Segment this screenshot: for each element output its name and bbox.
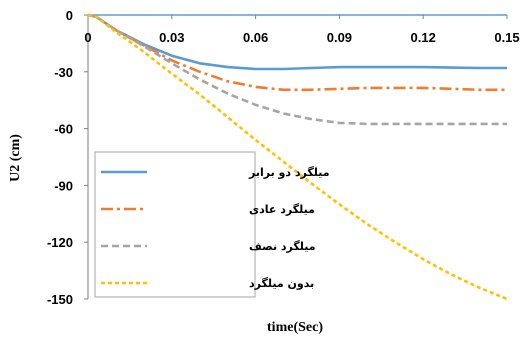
x-tick-label: 0.06 xyxy=(243,30,268,45)
series-line-4 xyxy=(87,13,508,301)
x-axis-label: time(Sec) xyxy=(267,320,323,335)
y-axis-label: U2 (cm) xyxy=(8,134,23,182)
x-tick-label: 0.15 xyxy=(494,30,519,45)
legend-box xyxy=(94,151,256,298)
legend-label: میلگرد نصف xyxy=(249,240,316,253)
x-tick-label: 0.03 xyxy=(159,30,184,45)
legend: میلگرد دو برابر میلگرد عادی میلگرد نصف بدون… xyxy=(94,151,330,298)
x-tick-label: 0.12 xyxy=(411,30,436,45)
series-line-1 xyxy=(87,13,507,71)
y-tick-label: -60 xyxy=(54,122,73,137)
x-tick-label: 0.09 xyxy=(327,30,352,45)
legend-label: بدون میلگرد xyxy=(249,277,314,290)
y-tick-label: -90 xyxy=(54,178,73,193)
axes: 0 0.03 0.06 0.09 0.12 0.15 0 -30 -60 -90 -120 -150 xyxy=(47,8,520,307)
series-line-2 xyxy=(87,13,507,92)
legend-label: میلگرد دو برابر xyxy=(248,166,330,179)
y-tick-label: -30 xyxy=(54,65,73,80)
series-line-3 xyxy=(87,13,507,126)
x-tick-label: 0 xyxy=(84,30,91,45)
y-tick-label: -150 xyxy=(47,292,73,307)
y-tick-label: -120 xyxy=(47,235,73,250)
legend-label: میلگرد عادی xyxy=(249,203,315,216)
y-tick-label: 0 xyxy=(66,8,73,23)
series-layer xyxy=(87,13,508,301)
